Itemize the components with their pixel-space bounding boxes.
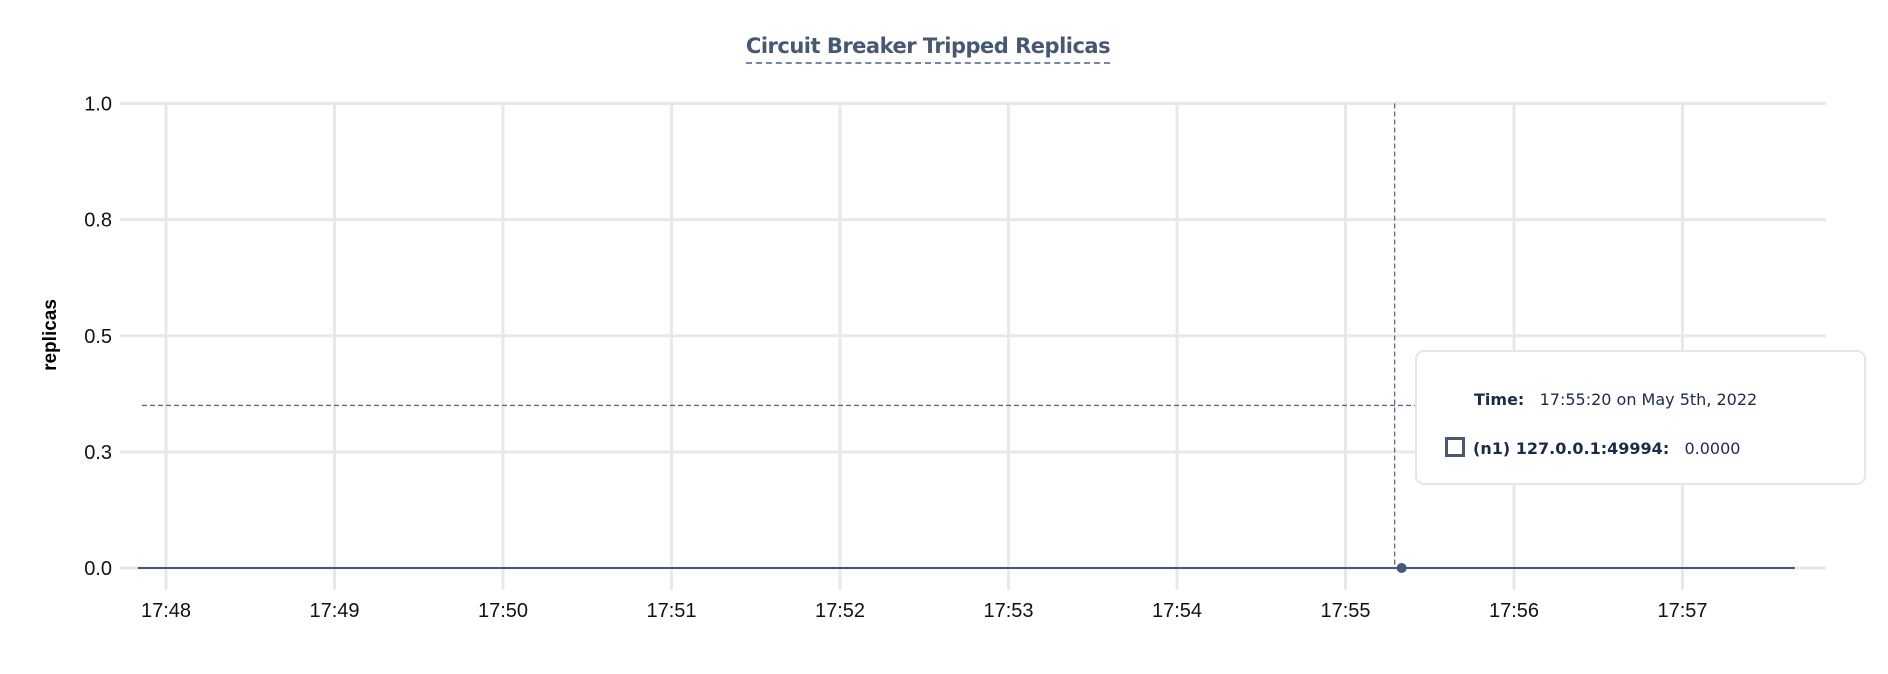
tooltip: Time: 17:55:20 on May 5th, 2022 (n1) 127…	[1415, 350, 1866, 485]
y-tick-label: 0.5	[84, 326, 112, 348]
series-swatch-icon	[1445, 437, 1465, 457]
y-tick-label: 0.8	[84, 210, 112, 232]
y-tick-label: 1.0	[84, 94, 112, 116]
x-tick-label: 17:56	[1489, 600, 1539, 622]
y-tick-label: 0.3	[84, 442, 112, 464]
hover-point	[1396, 563, 1407, 573]
x-axis: 17:48 17:49 17:50 17:51 17:52 17:53 17:54 17:55…	[141, 600, 1708, 622]
tooltip-series-value: 0.0000	[1684, 439, 1741, 458]
x-tick-label: 17:54	[1152, 600, 1202, 622]
chart-title[interactable]: Circuit Breaker Tripped Replicas	[745, 34, 1111, 64]
tooltip-time-value: 17:55:20 on May 5th, 2022	[1539, 390, 1758, 409]
x-tick-label: 17:55	[1320, 600, 1370, 622]
chart-title-wrap: Circuit Breaker Tripped Replicas	[0, 34, 1856, 64]
x-tick-label: 17:52	[815, 600, 865, 622]
hover-crosshair	[142, 103, 1415, 573]
y-tick-label: 0.0	[84, 558, 112, 580]
grid	[120, 102, 1826, 590]
tooltip-series-label: (n1) 127.0.0.1:49994:	[1473, 439, 1670, 458]
x-tick-label: 17:49	[309, 600, 359, 622]
x-tick-label: 17:50	[478, 600, 528, 622]
x-tick-label: 17:53	[983, 600, 1033, 622]
x-tick-label: 17:48	[141, 600, 191, 622]
x-tick-label: 17:57	[1657, 600, 1707, 622]
tooltip-time-label: Time:	[1474, 390, 1525, 409]
y-axis: 0.0 0.3 0.5 0.8 1.0	[84, 94, 112, 581]
y-axis-label: replicas	[40, 299, 61, 371]
x-tick-label: 17:51	[646, 600, 696, 622]
